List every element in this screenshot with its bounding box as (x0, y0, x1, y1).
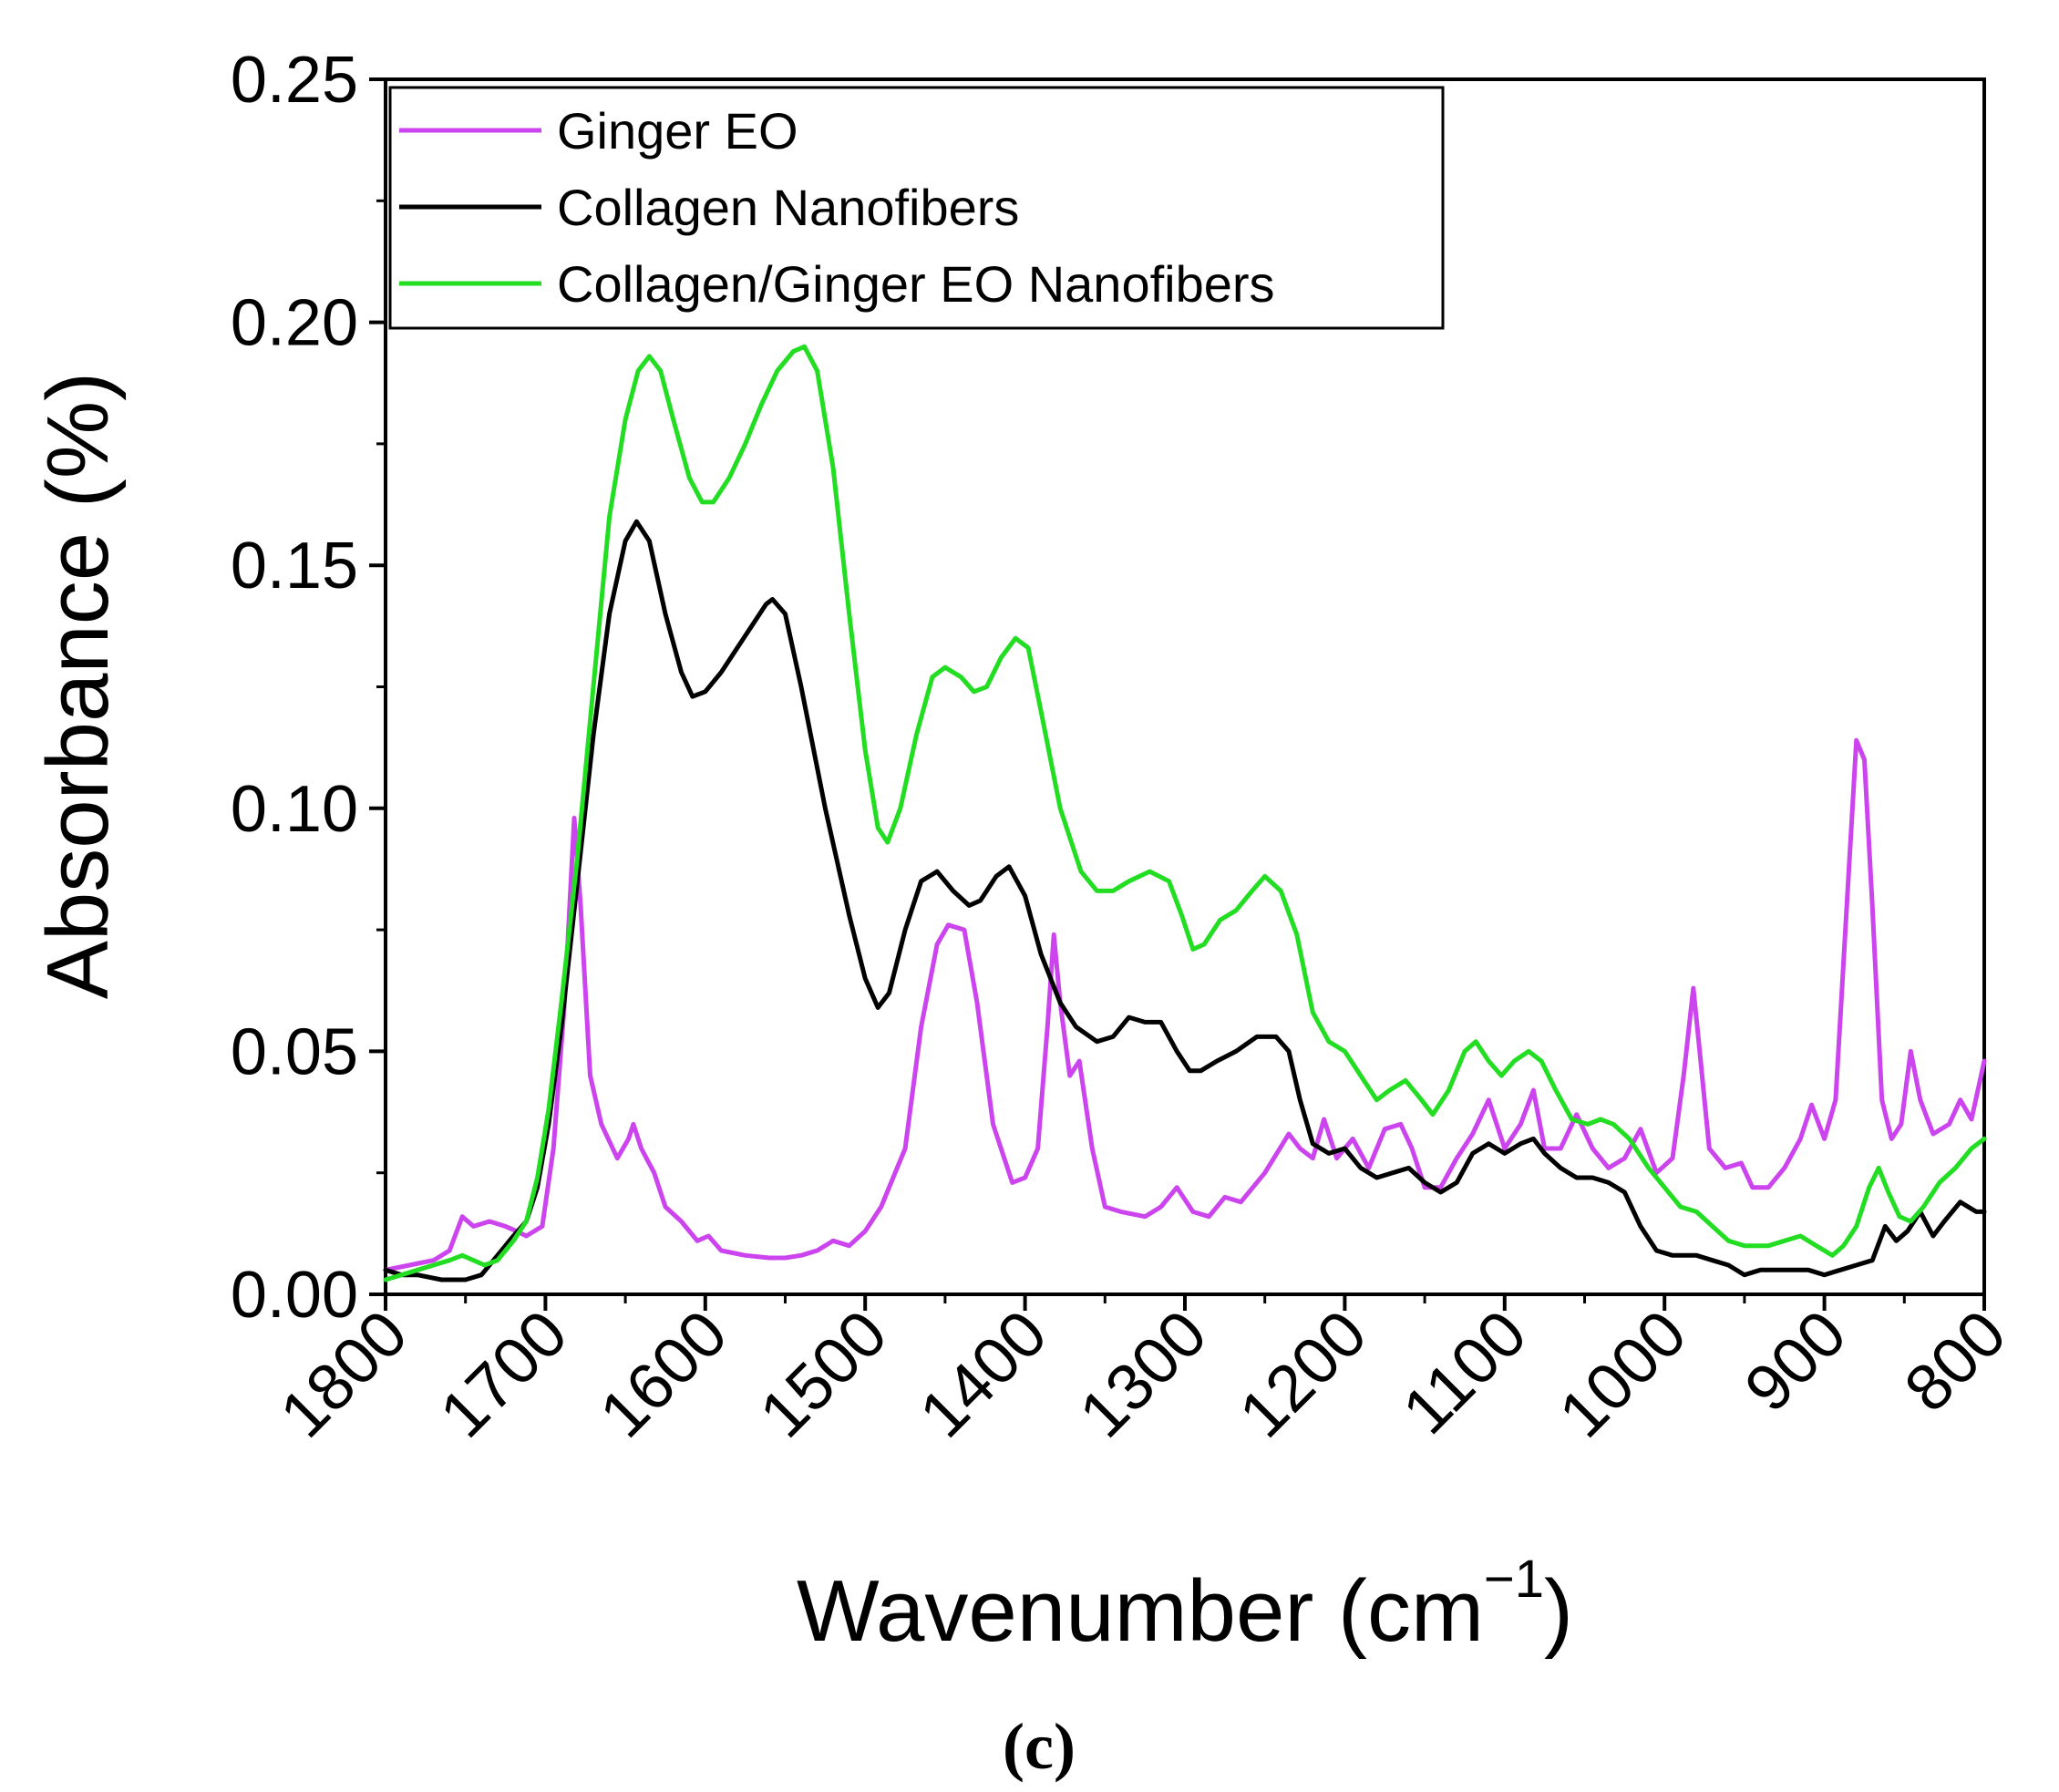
legend-label-collagen-nanofibers: Collagen Nanofibers (557, 179, 1019, 236)
x-tick-label: 1600 (586, 1297, 741, 1452)
x-tick-label: 1000 (1546, 1297, 1701, 1452)
y-tick-label: 0.10 (231, 773, 358, 846)
x-axis-ticks: 1800 1700 1600 1500 1400 1300 1200 1100 1000 900 8… (266, 1294, 2020, 1452)
y-axis-title: Absorbance (%) (29, 372, 127, 999)
x-tick-label: 900 (1731, 1297, 1860, 1426)
legend-box (388, 86, 1445, 330)
series-line-ginger-eo (383, 737, 1987, 1272)
x-axis-title-superscript: −1 (1484, 1550, 1544, 1609)
x-tick-label: 1400 (906, 1297, 1061, 1452)
y-axis-ticks: 0.00 0.05 0.10 0.15 0.20 0.25 (231, 44, 386, 1332)
x-axis-title: Wavenumber (cm−1) (797, 1550, 1573, 1660)
x-tick-label: 800 (1891, 1297, 2021, 1426)
series-line-collagen-nanofibers (383, 519, 1987, 1282)
legend-label-ginger-eo: Ginger EO (557, 102, 798, 160)
series-layer (383, 344, 1987, 1282)
x-tick-label: 1200 (1226, 1297, 1381, 1452)
y-tick-label: 0.05 (231, 1015, 358, 1088)
y-tick-label: 0.20 (231, 287, 358, 360)
series-line-collagen-ginger-eo-nanofibers (383, 344, 1987, 1282)
x-tick-label: 1100 (1389, 1297, 1540, 1448)
x-tick-label: 1700 (427, 1297, 582, 1452)
x-tick-label: 1300 (1066, 1297, 1220, 1452)
y-tick-label: 0.00 (231, 1259, 358, 1332)
x-axis-title-main: Wavenumber (cm (797, 1562, 1484, 1660)
legend-label-collagen-ginger-eo-nanofibers: Collagen/Ginger EO Nanofibers (557, 255, 1275, 313)
x-axis-title-close: ) (1544, 1562, 1573, 1660)
x-tick-label: 1500 (746, 1297, 901, 1452)
legend: Ginger EO Collagen Nanofibers Collagen/G… (388, 86, 1445, 330)
y-tick-label: 0.15 (231, 530, 358, 602)
y-tick-label: 0.25 (231, 44, 358, 117)
panel-label: (c) (1003, 1710, 1076, 1783)
